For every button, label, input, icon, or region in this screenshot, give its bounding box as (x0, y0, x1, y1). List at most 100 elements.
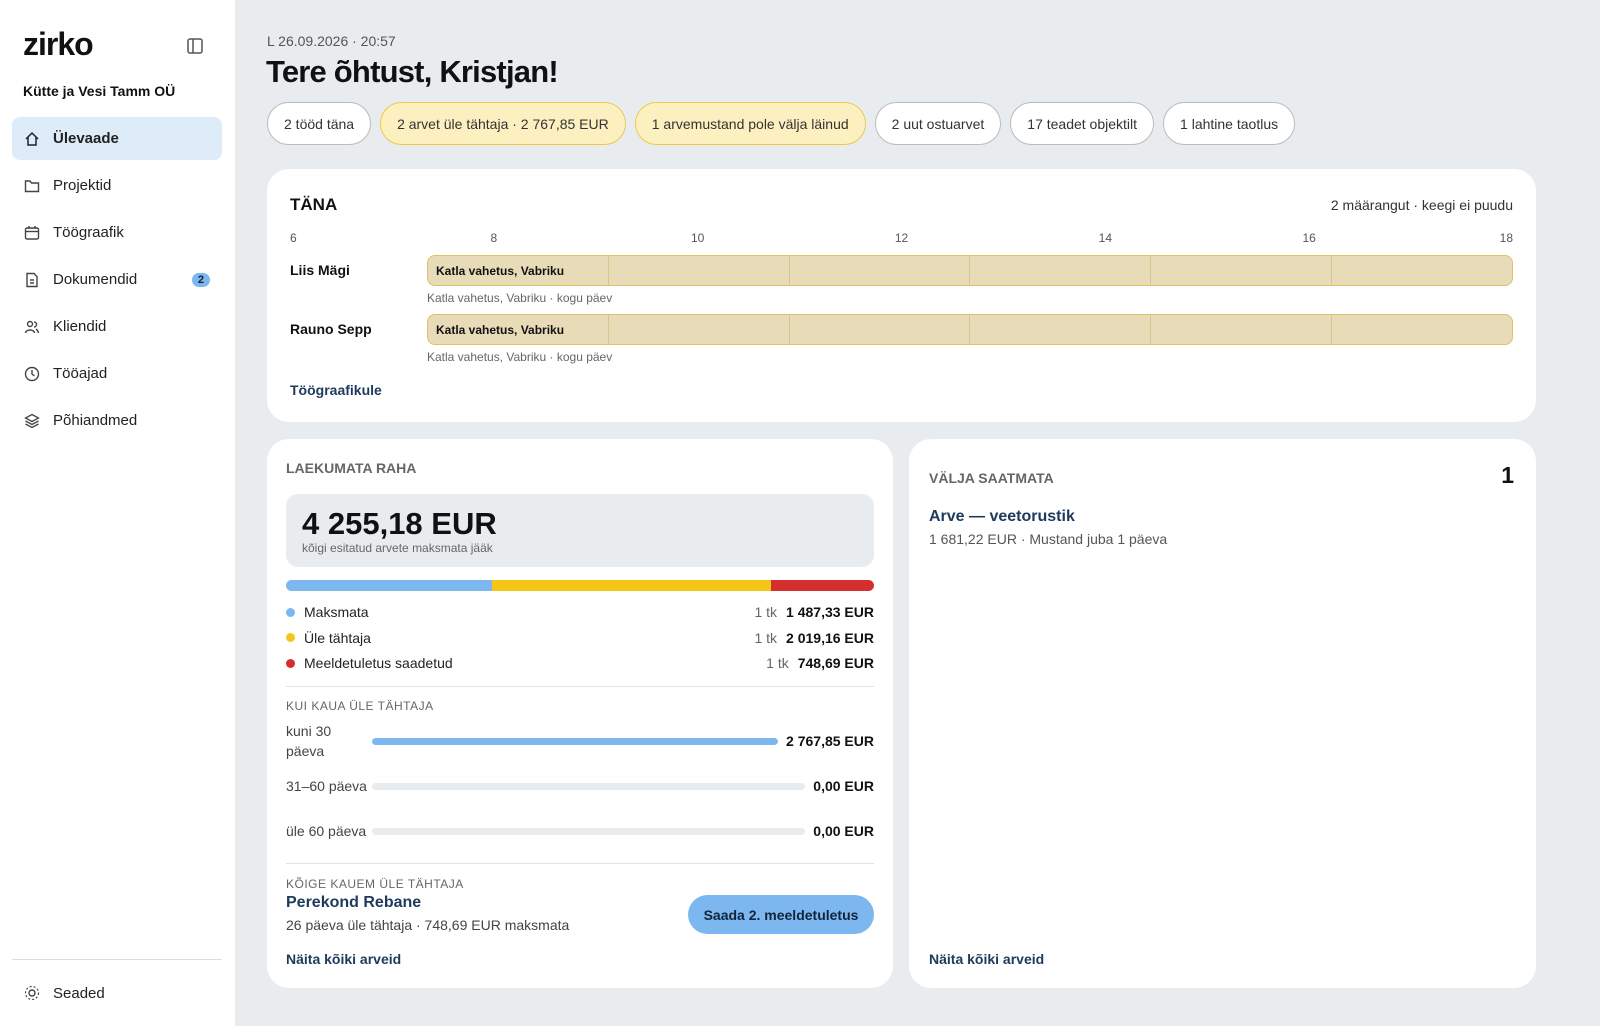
nav-icon (24, 225, 40, 240)
schedule-link[interactable]: Töögraafikule (290, 382, 382, 398)
legend-row: Meeldetuletus saadetud 1 tk 748,69 EUR (286, 655, 874, 671)
hour-tick: 6 (290, 231, 297, 245)
divider (286, 686, 874, 687)
invoice-detail: 1 681,22 EUR · Mustand juba 1 päeva (929, 531, 1168, 547)
logo: zirko (23, 26, 94, 62)
legend-label: Üle tähtaja (304, 629, 371, 646)
aging-track (372, 782, 806, 790)
card-title: TÄNA (290, 195, 338, 214)
stack-segment (770, 580, 874, 591)
aging-amount: 0,00 EUR (813, 823, 874, 839)
nav-item[interactable]: Projektid (12, 164, 222, 207)
schedule-cell (1150, 315, 1331, 344)
collapse-icon[interactable] (187, 38, 203, 54)
settings-link[interactable]: Seaded (53, 985, 105, 1002)
aging-row: kuni 30 päeva 2 767,85 EUR (286, 721, 874, 761)
nav-label: Tööajad (53, 365, 108, 382)
unsent-card: VÄLJA SAATMATA 1 Arve — veetorustik 1 68… (909, 439, 1536, 988)
nav-item[interactable]: Põhiandmed (12, 399, 222, 442)
legend-amount: 748,69 EUR (797, 655, 874, 671)
schedule-cell (1331, 256, 1512, 285)
nav-label: Töögraafik (53, 224, 124, 241)
aging-row: 31–60 päeva 0,00 EUR (286, 766, 874, 806)
total: 4 255,18 EUR (302, 506, 497, 541)
invoice-title[interactable]: Arve — veetorustik (929, 508, 1075, 525)
schedule-cell: Katla vahetus, Vabriku (428, 256, 608, 285)
legend-amount: 1 487,33 EUR (786, 604, 874, 620)
schedule-cell (788, 256, 970, 285)
aging-amount: 0,00 EUR (813, 778, 874, 794)
sidebar: zirko Kütte ja Vesi Tamm OÜ Ülevaade Proj… (0, 0, 235, 1026)
legend-label: Meeldetuletus saadetud (304, 655, 453, 671)
filter-chip[interactable]: 1 lahtine taotlus (1163, 102, 1296, 145)
legend-row: Üle tähtaja 1 tk 2 019,16 EUR (286, 630, 874, 646)
stack-segment (286, 580, 492, 591)
nav-label: Dokumendid (53, 271, 138, 288)
legend-dot (286, 633, 295, 642)
schedule-cell (1331, 315, 1512, 344)
nav-icon (26, 272, 38, 287)
nav-item[interactable]: Tööajad (12, 352, 222, 395)
card-title: VÄLJA SAATMATA (929, 470, 1054, 486)
date: L 26.09.2026 · 20:57 (267, 33, 396, 49)
employee-name: Liis Mägi (290, 262, 350, 278)
assignment[interactable]: Katla vahetus, Vabriku (436, 263, 565, 278)
today-card: TÄNA 2 määrangut · keegi ei puudu 6 8 10 12… (267, 169, 1536, 422)
aging-label: üle 60 päeva (286, 823, 367, 839)
legend-label: Maksmata (304, 604, 369, 620)
hour-tick: 8 (490, 231, 498, 245)
assignment[interactable]: Katla vahetus, Vabriku (436, 322, 565, 337)
aging-label: 31–60 päeva (286, 778, 367, 794)
summary: 2 määrangut · keegi ei puudu (1330, 197, 1513, 213)
divider (12, 959, 222, 960)
section-title: KÕIGE KAUEM ÜLE TÄHTAJA (286, 877, 464, 891)
hour-tick: 18 (1499, 231, 1513, 245)
nav-icon (25, 131, 39, 146)
invoices-link[interactable]: Näita kõiki arveid (929, 951, 1045, 967)
filter-chip[interactable]: 1 arvemustand pole välja läinud (634, 102, 866, 145)
schedule-bar: Katla vahetus, Vabriku (427, 314, 1513, 345)
reminder-button[interactable]: Saada 2. meeldetuletus (688, 895, 874, 934)
nav-item[interactable]: Töögraafik (12, 211, 222, 254)
nav-icon (24, 413, 40, 428)
schedule-cell (788, 315, 970, 344)
nav-item[interactable]: Dokumendid 2 (12, 258, 222, 301)
nav-icon (24, 179, 40, 192)
nav-icon (24, 366, 40, 381)
filter-chip[interactable]: 2 uut ostuarvet (874, 102, 1002, 145)
nav-item[interactable]: Ülevaade (12, 117, 222, 160)
aging-label: kuni 30 päeva (286, 723, 332, 759)
card-title: LAEKUMATA RAHA (286, 460, 417, 476)
employee-name: Rauno Sepp (290, 321, 372, 337)
nav-item[interactable]: Kliendid (12, 305, 222, 348)
receivables-card: LAEKUMATA RAHA 4 255,18 EUR kõigi esitat… (267, 439, 893, 988)
company-name: Kütte ja Vesi Tamm OÜ (23, 83, 176, 99)
hour-tick: 12 (894, 231, 909, 245)
assignment-note: Katla vahetus, Vabriku · kogu päev (427, 350, 613, 364)
filter-chip[interactable]: 2 tööd täna (267, 102, 372, 145)
chips: 2 tööd täna 2 arvet üle tähtaja · 2 767,8… (267, 102, 1296, 145)
schedule-cell (969, 315, 1150, 344)
aging-track (372, 737, 779, 745)
legend-amount: 2 019,16 EUR (786, 629, 874, 646)
nav-label: Ülevaade (53, 130, 119, 147)
nav-icon (24, 320, 40, 333)
nav-badge: 2 (191, 272, 210, 287)
legend-dot (286, 607, 295, 617)
client-name[interactable]: Perekond Rebane (286, 894, 422, 911)
legend-count: 1 tk (754, 604, 778, 620)
divider (286, 863, 874, 864)
legend-row: Maksmata 1 tk 1 487,33 EUR (286, 604, 874, 620)
filter-chip[interactable]: 2 arvet üle tähtaja · 2 767,85 EUR (380, 102, 626, 145)
invoices-link[interactable]: Näita kõiki arveid (286, 951, 402, 967)
schedule-cell: Katla vahetus, Vabriku (428, 315, 608, 344)
schedule-cell (607, 256, 789, 285)
legend-count: 1 tk (754, 629, 778, 646)
client-detail: 26 päeva üle tähtaja · 748,69 EUR maksma… (286, 917, 570, 933)
aging-track (372, 827, 806, 835)
total-box: 4 255,18 EUR kõigi esitatud arvete maksm… (286, 494, 874, 567)
total-note: kõigi esitatud arvete maksmata jääk (302, 541, 493, 555)
filter-chip[interactable]: 17 teadet objektilt (1010, 102, 1155, 145)
stack-segment (491, 580, 771, 591)
